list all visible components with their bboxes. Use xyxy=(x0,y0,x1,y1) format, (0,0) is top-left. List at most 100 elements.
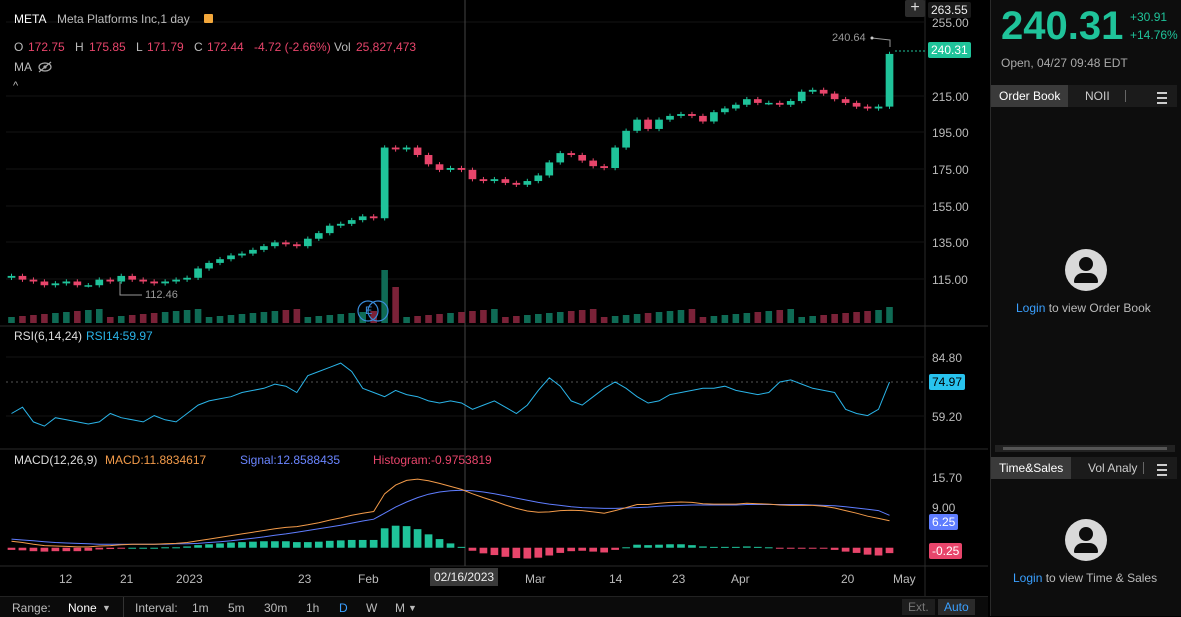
volume-bar xyxy=(337,314,345,323)
macd-histogram-bar xyxy=(830,547,839,550)
macd-histogram-bar xyxy=(73,547,82,552)
candle-body xyxy=(545,162,554,176)
chart-canvas[interactable] xyxy=(0,0,988,596)
chart-area[interactable]: META Meta Platforms Inc,1 day O 172.75 H… xyxy=(0,0,988,616)
volume-bar xyxy=(524,315,531,323)
volume-bar xyxy=(304,317,312,323)
price-tick: 115.00 xyxy=(932,273,968,287)
volume-bar xyxy=(644,313,652,323)
candle-body xyxy=(435,164,444,170)
candle-body xyxy=(600,166,608,169)
time-sales-login-caption: to view Time & Sales xyxy=(1045,571,1158,585)
x-axis-label: 21 xyxy=(120,572,134,586)
interval-dropdown-icon[interactable]: ▼ xyxy=(408,603,417,613)
macd-histogram-bar xyxy=(764,547,773,549)
quote-status: Open, 04/27 09:48 EDT xyxy=(1001,56,1128,70)
add-plus-icon[interactable]: + xyxy=(905,0,925,17)
macd-histogram-bar xyxy=(183,546,191,548)
interval-w[interactable]: W xyxy=(366,601,378,615)
menu-icon[interactable] xyxy=(1157,464,1167,476)
candle-body xyxy=(457,168,466,170)
x-axis-label: 20 xyxy=(841,572,855,586)
candle-body xyxy=(852,102,861,107)
time-sales-login-link[interactable]: Login xyxy=(1013,571,1043,585)
order-book-login-link[interactable]: Login xyxy=(1016,301,1046,315)
volume-bar xyxy=(732,314,740,323)
macd-histogram-bar xyxy=(271,541,279,548)
scrollbar-thumb[interactable] xyxy=(1003,447,1167,450)
volume-bar xyxy=(556,312,564,323)
candle-body xyxy=(325,225,334,234)
range-select[interactable]: None xyxy=(68,601,97,615)
macd-histogram-bar xyxy=(29,547,38,552)
candle-body xyxy=(336,223,345,226)
interval-d[interactable]: D xyxy=(339,601,348,615)
ext-button[interactable]: Ext. xyxy=(902,599,935,615)
candle-body xyxy=(764,102,773,105)
volume-bar xyxy=(458,312,465,323)
macd-histogram-bar xyxy=(227,542,235,548)
candle-body xyxy=(84,285,93,287)
volume-bar xyxy=(403,317,410,323)
candle-body xyxy=(501,179,510,183)
macd-histogram-bar xyxy=(40,547,49,552)
macd-histogram-bar xyxy=(468,547,477,551)
volume-bar xyxy=(216,316,224,323)
tab-time-sales[interactable]: Time&Sales xyxy=(991,457,1072,479)
macd-histogram-bar xyxy=(677,544,685,548)
candle-body xyxy=(293,244,301,247)
interval-1m[interactable]: 1m xyxy=(192,601,209,615)
menu-icon[interactable] xyxy=(1157,92,1167,104)
volume-bar xyxy=(260,312,268,323)
macd-histogram-bar xyxy=(863,547,872,555)
macd-histogram-bar xyxy=(7,547,16,550)
macd-histogram-bar xyxy=(457,546,466,548)
earnings-marker[interactable]: E xyxy=(365,305,373,317)
ohlc-open-value: 172.75 xyxy=(28,40,65,54)
caret-up-icon[interactable]: ^ xyxy=(13,80,19,92)
earnings-circle xyxy=(367,300,389,322)
interval-m[interactable]: M xyxy=(395,601,405,615)
candle-body xyxy=(589,160,598,167)
high-marker-dot xyxy=(870,36,874,40)
interval-1h[interactable]: 1h xyxy=(306,601,320,615)
volume-bar xyxy=(41,314,48,323)
macd-histogram-bar xyxy=(358,539,367,548)
candle-body xyxy=(172,279,180,282)
high-marker-line xyxy=(871,37,891,47)
candle-body xyxy=(819,89,828,94)
candle-body xyxy=(808,89,817,92)
tab-order-book[interactable]: Order Book xyxy=(991,85,1069,107)
candle-body xyxy=(62,281,71,284)
macd-histogram-bar xyxy=(205,544,213,548)
range-dropdown-icon[interactable]: ▼ xyxy=(102,603,111,613)
volume-bar xyxy=(864,311,871,323)
candle-body xyxy=(369,216,378,219)
macd-histogram-bar xyxy=(139,547,148,549)
candle-body xyxy=(347,220,356,224)
volume-bar xyxy=(480,310,487,323)
macd-histogram-bar xyxy=(314,541,323,548)
volume-bar xyxy=(128,315,136,323)
candle-body xyxy=(567,153,576,155)
tab-noii[interactable]: NOII xyxy=(1085,89,1110,103)
macd-histogram-bar xyxy=(501,547,510,557)
volume-bar xyxy=(820,315,827,323)
interval-30m[interactable]: 30m xyxy=(264,601,288,615)
candle-body xyxy=(885,53,894,107)
eye-hidden-icon[interactable] xyxy=(38,61,52,73)
interval-5m[interactable]: 5m xyxy=(228,601,245,615)
notes-icon[interactable] xyxy=(204,14,213,23)
rsi-tick: 59.20 xyxy=(932,410,963,424)
macd-histogram-bar xyxy=(51,547,60,552)
candle-body xyxy=(271,242,279,247)
macd-histogram-bar xyxy=(238,542,246,548)
tab-vol-analysis[interactable]: Vol Analy xyxy=(1088,461,1138,475)
ma-label[interactable]: MA xyxy=(14,60,32,74)
candle-body xyxy=(51,283,60,286)
volume-bar xyxy=(754,312,762,323)
company-label: Meta Platforms Inc,1 day xyxy=(57,12,190,26)
auto-button[interactable]: Auto xyxy=(938,599,975,615)
volume-bar xyxy=(875,310,882,323)
order-book-scrollbar[interactable] xyxy=(995,445,1175,452)
